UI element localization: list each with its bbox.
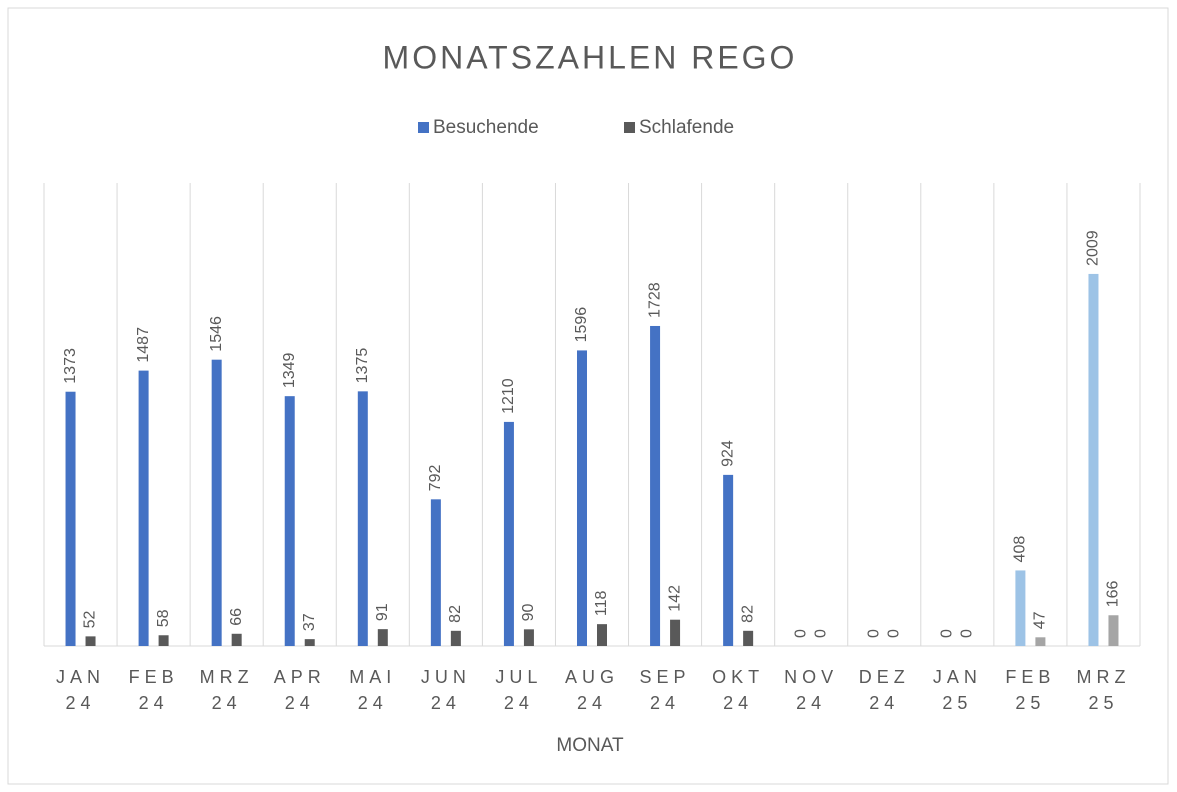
data-label: 0 bbox=[939, 629, 956, 638]
data-label: 0 bbox=[792, 629, 809, 638]
bar bbox=[377, 629, 388, 646]
bar bbox=[723, 474, 734, 646]
legend-swatch bbox=[624, 122, 635, 133]
x-tick-label: JUL 24 bbox=[495, 667, 543, 713]
data-label: 1487 bbox=[135, 327, 152, 363]
chart-border bbox=[7, 7, 1169, 785]
bar bbox=[430, 499, 441, 646]
data-label: 66 bbox=[228, 608, 245, 626]
data-label: 0 bbox=[885, 629, 902, 638]
x-tick-label: MRZ 25 bbox=[1076, 667, 1131, 713]
bar bbox=[138, 370, 149, 646]
bar bbox=[670, 619, 681, 646]
bar bbox=[211, 359, 222, 646]
data-label: 792 bbox=[427, 465, 444, 492]
x-tick-label: FEB 24 bbox=[128, 667, 179, 713]
bar bbox=[1035, 637, 1046, 646]
data-label: 142 bbox=[666, 585, 683, 612]
bar bbox=[1088, 273, 1099, 646]
x-tick-label: JAN 24 bbox=[56, 667, 106, 713]
x-tick-label: SEP 24 bbox=[639, 667, 691, 713]
data-label: 37 bbox=[301, 613, 318, 631]
data-label: 52 bbox=[82, 610, 99, 628]
data-label: 82 bbox=[739, 605, 756, 623]
data-label: 1596 bbox=[573, 307, 590, 343]
bar bbox=[650, 325, 661, 646]
x-tick-label: MRZ 24 bbox=[199, 667, 254, 713]
x-tick-label: NOV 24 bbox=[784, 667, 839, 713]
bar bbox=[158, 635, 169, 646]
bar bbox=[503, 421, 514, 646]
data-label: 0 bbox=[959, 629, 976, 638]
data-label: 1373 bbox=[62, 348, 79, 384]
data-label: 82 bbox=[447, 605, 464, 623]
bar bbox=[304, 639, 315, 646]
x-tick-label: JUN 24 bbox=[420, 667, 471, 713]
data-label: 924 bbox=[719, 440, 736, 467]
legend-label: Besuchende bbox=[433, 117, 539, 138]
bar bbox=[65, 391, 76, 646]
bar bbox=[231, 633, 242, 646]
data-label: 47 bbox=[1032, 611, 1049, 629]
data-label: 408 bbox=[1012, 536, 1029, 563]
bar bbox=[523, 629, 534, 646]
data-label: 91 bbox=[374, 603, 391, 621]
bar bbox=[597, 624, 607, 646]
x-tick-label: MAI 24 bbox=[349, 667, 397, 713]
bar bbox=[284, 396, 295, 646]
bar bbox=[1108, 615, 1119, 646]
data-label: 166 bbox=[1105, 580, 1122, 607]
x-tick-label: APR 24 bbox=[273, 667, 326, 713]
data-label: 118 bbox=[593, 591, 610, 617]
x-tick-label: OKT 24 bbox=[712, 667, 765, 713]
data-label: 58 bbox=[155, 609, 172, 627]
data-label: 1728 bbox=[646, 282, 663, 318]
bar bbox=[577, 350, 587, 646]
data-label: 90 bbox=[520, 603, 537, 621]
legend-label: Schlafende bbox=[639, 117, 734, 138]
bar bbox=[357, 391, 368, 646]
bar bbox=[85, 636, 96, 646]
x-tick-label: JAN 25 bbox=[932, 667, 982, 713]
legend-swatch bbox=[418, 122, 429, 133]
x-tick-label: AUG 24 bbox=[564, 667, 619, 713]
data-label: 1375 bbox=[354, 348, 371, 384]
data-label: 0 bbox=[812, 629, 829, 638]
x-tick-label: FEB 25 bbox=[1005, 667, 1056, 713]
bar bbox=[450, 630, 461, 646]
chart-title: MONATSZAHLEN REGO bbox=[383, 39, 798, 75]
data-label: 0 bbox=[865, 629, 882, 638]
data-label: 1546 bbox=[208, 316, 225, 352]
bar bbox=[743, 630, 754, 646]
data-label: 2009 bbox=[1085, 230, 1102, 266]
bar bbox=[1015, 570, 1026, 646]
data-label: 1210 bbox=[500, 378, 517, 414]
x-axis-title: MONAT bbox=[556, 735, 624, 756]
x-tick-label: DEZ 24 bbox=[858, 667, 910, 713]
data-label: 1349 bbox=[281, 352, 298, 388]
